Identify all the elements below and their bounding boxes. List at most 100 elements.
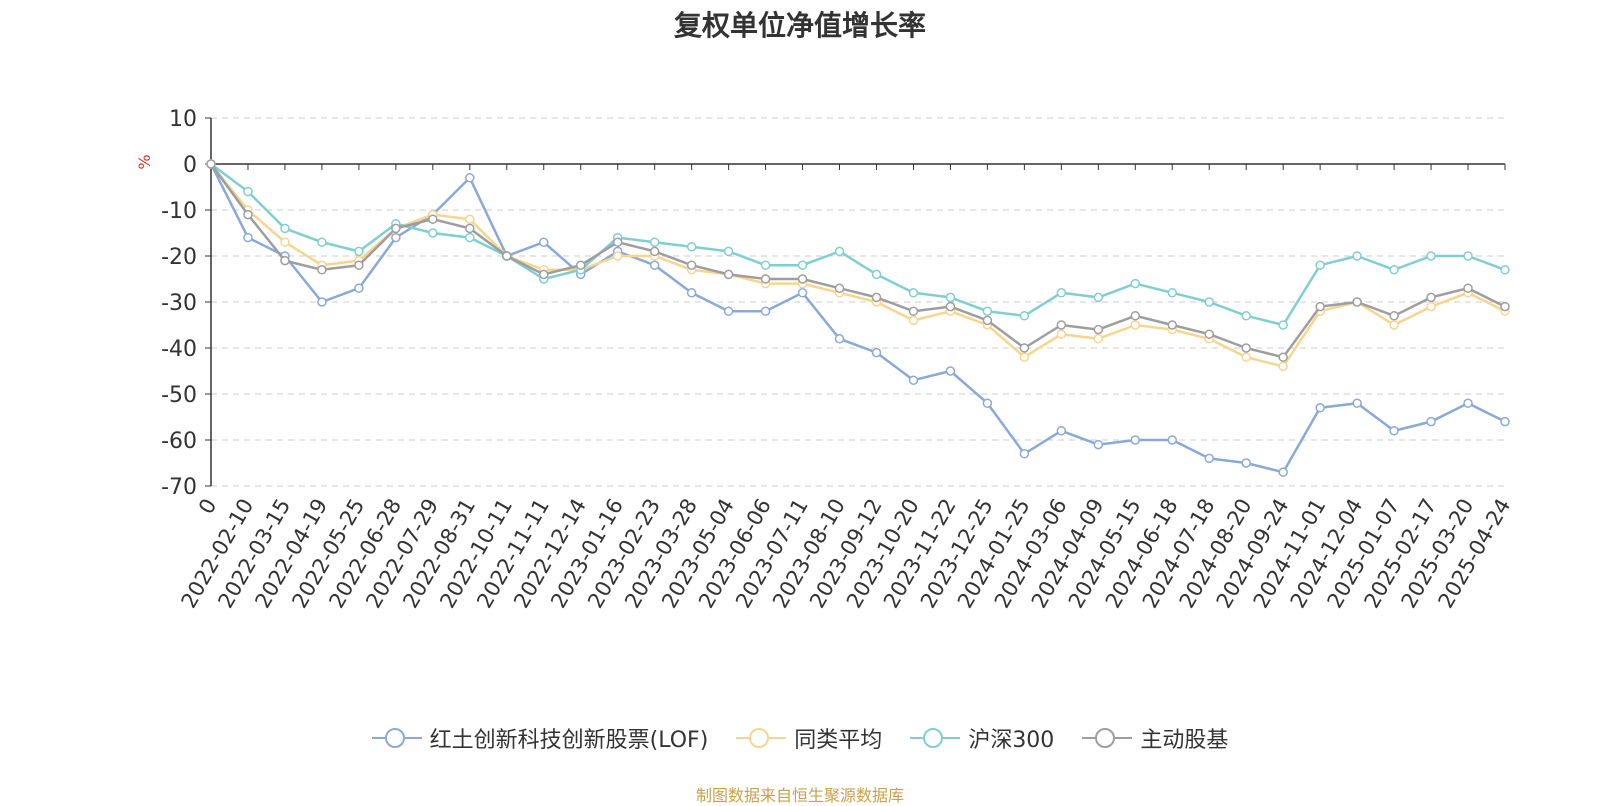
data-point — [243, 232, 253, 243]
data-point — [1315, 403, 1325, 413]
legend: 红土创新科技创新股票(LOF) 同类平均 沪深300 主动股基 — [0, 722, 1600, 754]
data-point — [649, 260, 660, 270]
data-point — [908, 315, 919, 326]
chart-title: 复权单位净值增长率 — [673, 9, 926, 42]
data-point — [1426, 251, 1436, 261]
data-point — [243, 186, 253, 197]
y-axis-label: % — [135, 154, 154, 169]
data-point — [538, 269, 549, 280]
data-point — [1389, 311, 1399, 321]
data-point — [1389, 265, 1399, 275]
data-point — [391, 232, 401, 243]
data-point — [1204, 297, 1214, 307]
y-tick-label: -70 — [161, 475, 197, 500]
data-point — [1130, 435, 1141, 445]
data-point — [243, 209, 253, 220]
data-point — [982, 306, 993, 316]
data-point — [908, 306, 919, 316]
data-point — [649, 246, 660, 257]
series-line — [209, 163, 1506, 474]
data-point — [1204, 329, 1214, 339]
data-point — [317, 237, 327, 247]
data-point — [1019, 343, 1030, 353]
x-tick-label: 0 — [194, 495, 221, 519]
legend-label: 红土创新科技创新股票(LOF) — [429, 728, 709, 753]
data-point — [280, 223, 290, 234]
y-tick-label: -40 — [161, 337, 197, 362]
y-tick-label: -20 — [161, 245, 197, 270]
data-point — [871, 269, 882, 280]
data-point — [1241, 352, 1251, 362]
data-point — [871, 347, 882, 358]
data-point — [1352, 251, 1362, 261]
series-line — [210, 162, 1506, 327]
data-point — [1278, 467, 1288, 477]
data-point — [982, 315, 993, 326]
data-point — [354, 283, 364, 293]
legend-swatch-icon — [910, 726, 961, 750]
data-point — [1389, 426, 1399, 436]
data-point — [1019, 352, 1030, 362]
data-point — [1352, 297, 1362, 307]
data-point — [1204, 453, 1214, 464]
data-point — [317, 297, 327, 307]
data-point — [1278, 320, 1288, 330]
y-tick-label: 0 — [183, 153, 197, 178]
data-point — [1056, 288, 1067, 298]
data-point — [1500, 301, 1510, 312]
data-point — [1093, 292, 1104, 303]
data-point — [1093, 324, 1104, 335]
legend-label: 沪深300 — [968, 728, 1055, 753]
data-point — [649, 237, 660, 247]
data-point — [797, 260, 808, 270]
data-point — [945, 301, 956, 312]
legend-item[interactable]: 沪深300 — [910, 722, 1054, 754]
data-point — [391, 223, 401, 234]
data-point — [428, 214, 438, 224]
data-point — [465, 214, 475, 224]
series-line — [209, 163, 1506, 359]
data-point — [1500, 416, 1510, 427]
data-point — [1167, 320, 1178, 330]
data-point — [760, 274, 771, 284]
data-point — [945, 292, 956, 303]
data-point — [1167, 435, 1178, 445]
data-point — [1278, 361, 1288, 372]
data-point — [1500, 265, 1510, 275]
data-point — [723, 246, 734, 257]
data-point — [1426, 416, 1436, 427]
data-point — [1167, 288, 1178, 298]
data-point — [317, 265, 327, 275]
data-point — [1315, 260, 1325, 270]
data-point — [1241, 343, 1251, 353]
data-point — [797, 288, 808, 298]
legend-swatch-icon — [1082, 726, 1133, 750]
series-line — [210, 163, 1506, 368]
legend-item[interactable]: 同类平均 — [736, 722, 882, 754]
y-tick-label: -30 — [161, 291, 197, 316]
axes — [205, 117, 1506, 487]
data-point — [686, 242, 697, 252]
data-point — [871, 292, 882, 303]
legend-swatch-icon — [371, 726, 422, 750]
legend-item[interactable]: 红土创新科技创新股票(LOF) — [371, 722, 709, 754]
data-point — [982, 398, 993, 408]
data-point — [797, 274, 808, 284]
data-point — [538, 237, 549, 247]
data-point — [1426, 301, 1436, 312]
data-point — [834, 283, 845, 293]
data-point — [834, 246, 845, 257]
data-point — [760, 260, 771, 270]
data-point — [1463, 283, 1473, 293]
data-point — [908, 288, 919, 298]
data-point — [1241, 458, 1251, 468]
y-tick-label: -10 — [161, 199, 197, 224]
legend-swatch-icon — [736, 726, 787, 750]
data-point — [1241, 311, 1251, 321]
data-point — [1130, 320, 1141, 330]
grid-lines — [211, 117, 1505, 487]
legend-item[interactable]: 主动股基 — [1082, 722, 1228, 754]
data-point — [354, 260, 364, 270]
data-point — [1019, 449, 1030, 459]
